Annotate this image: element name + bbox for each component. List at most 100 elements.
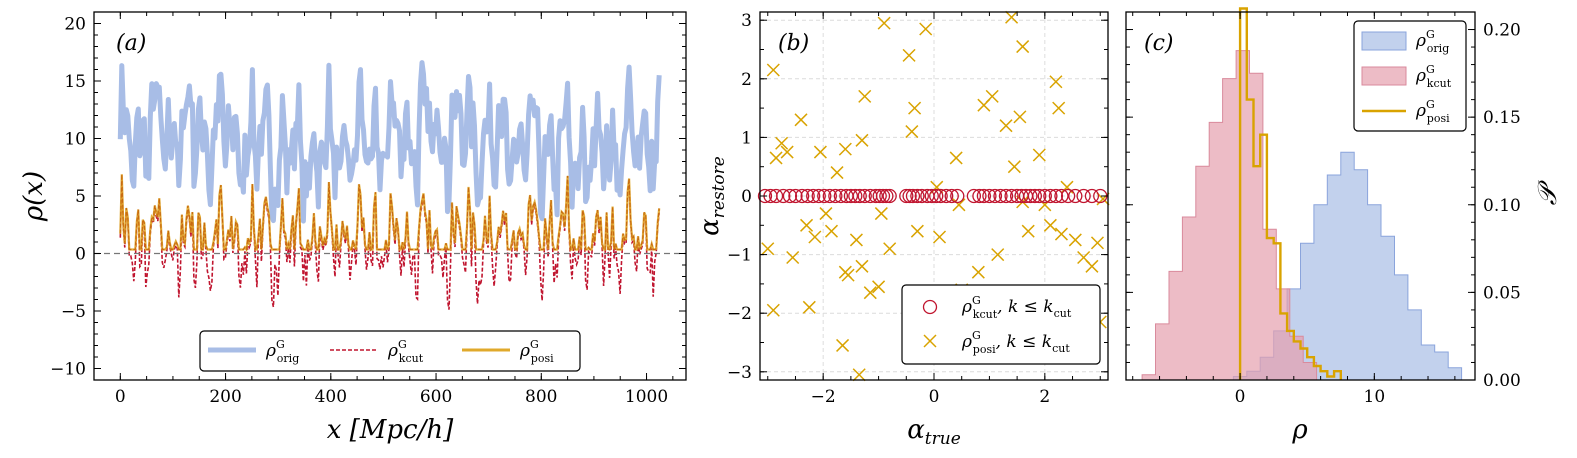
legend-superscript: G <box>276 338 285 351</box>
legend-symbol: ρ <box>1415 31 1426 51</box>
cross-stroke <box>1021 224 1035 238</box>
legend-label: ρG kcut <box>387 338 424 365</box>
legend-superscript: G <box>1426 63 1435 76</box>
scatter-point-kcut <box>782 188 798 204</box>
cross-stroke <box>1054 227 1068 241</box>
scatter-point-kcut <box>868 188 883 204</box>
y-tick-label: −10 <box>50 360 86 380</box>
scatter-point-posi <box>1085 259 1099 273</box>
y-tick-label: 20 <box>64 15 86 35</box>
cross-stroke <box>830 166 844 180</box>
legend-condition-subscript: cut <box>1052 342 1070 355</box>
scatter-point-posi <box>863 286 877 300</box>
legend-superscript: G <box>530 338 539 351</box>
y-tick-label: 0.00 <box>1483 371 1521 391</box>
scatter-point-kcut <box>902 188 917 204</box>
y-tick-label: −1 <box>727 246 752 266</box>
legend-swatch-orig <box>1361 31 1407 51</box>
x-tick-label: 10 <box>1364 387 1386 407</box>
y-axis-subscript: restore <box>709 156 729 218</box>
cross-stroke <box>877 16 891 30</box>
histogram-posi <box>1238 7 1342 380</box>
scatter-point-posi <box>872 280 886 294</box>
scatter-point-kcut <box>879 188 894 204</box>
scatter-point-kcut <box>1048 188 1064 204</box>
panel-label: (b) <box>778 31 809 56</box>
scatter-point-kcut <box>852 188 867 204</box>
scatter-point-posi <box>902 48 916 62</box>
scatter-point-posi <box>1068 233 1082 247</box>
scatter-point-kcut <box>998 188 1014 204</box>
cross-stroke <box>1043 218 1057 232</box>
x-axis-label: ρ <box>1291 415 1308 445</box>
legend-swatch-kcut <box>1361 66 1407 86</box>
scatter-point-posi <box>1005 10 1019 24</box>
cross-stroke <box>849 233 863 247</box>
scatter-point-posi <box>991 248 1005 262</box>
legend-subscript: kcut <box>399 352 424 365</box>
y-axis-symbol: α <box>695 218 725 236</box>
scatter-point-posi <box>849 233 863 247</box>
scatter-point-posi <box>905 125 919 139</box>
scatter-point-posi <box>786 250 800 265</box>
y-tick-label: 10 <box>64 130 86 150</box>
panel-label: (c) <box>1144 31 1174 56</box>
legend-symbol: ρ <box>961 297 972 317</box>
legend-condition: , k ≤ k <box>997 297 1053 317</box>
cross-stroke <box>999 119 1013 133</box>
x-tick-label: 0 <box>115 387 126 407</box>
scatter-point-posi <box>977 98 991 112</box>
x-axis-label: x [Mpc/h] <box>327 415 454 445</box>
scatter-point-kcut <box>828 188 843 204</box>
scatter-point-posi <box>766 303 780 317</box>
cross-stroke <box>923 334 937 348</box>
scatter-point-kcut <box>972 188 987 204</box>
scatter-point-kcut <box>833 188 849 204</box>
legend-subscript: posi <box>531 352 554 365</box>
panel-a: 0 200 400 600 800 1000 −10 −5 0 5 10 15 20 (a) x [Mpc/… <box>19 11 687 445</box>
scatter-point-posi <box>813 145 827 159</box>
scatter-point-kcut <box>794 188 810 204</box>
y-tick-label: 3 <box>741 11 752 31</box>
scatter-point-posi <box>838 265 852 279</box>
scatter-point-posi <box>769 151 783 165</box>
y-tick-label: −2 <box>727 304 752 324</box>
scatter-point-posi <box>830 166 844 180</box>
scatter-point-posi <box>908 101 922 115</box>
scatter-point-posi <box>1021 224 1035 238</box>
y-tick-label: −3 <box>727 363 752 383</box>
panel-label: (a) <box>116 31 146 56</box>
scatter-point-posi <box>775 136 789 150</box>
legend-marker-posi <box>923 334 937 348</box>
cross-stroke <box>852 368 866 382</box>
scatter-point-kcut <box>1037 188 1052 204</box>
cross-stroke <box>813 145 827 159</box>
legend-label: ρG orig <box>1415 28 1449 55</box>
cross-stroke <box>977 98 991 112</box>
scatter-point-posi <box>852 368 866 382</box>
y-tick-label: 5 <box>75 187 86 207</box>
cross-stroke <box>858 89 872 103</box>
x-tick-label: 2 <box>1039 387 1050 407</box>
cross-stroke <box>769 151 783 165</box>
cross-stroke <box>838 265 852 279</box>
y-tick-label: 1 <box>741 128 752 148</box>
scatter-point-kcut <box>822 188 837 204</box>
legend-label: ρG orig <box>265 338 299 365</box>
scatter-point-kcut <box>899 188 914 204</box>
legend-symbol: ρ <box>387 341 398 361</box>
cross-stroke <box>1007 160 1021 174</box>
legend-marker-kcut <box>922 299 938 315</box>
legend-symbol: ρ <box>1415 101 1426 121</box>
scatter-point-kcut <box>987 188 1003 204</box>
legend-subscript: orig <box>277 352 299 365</box>
cross-stroke <box>794 113 808 127</box>
scatter-point-kcut <box>872 188 887 204</box>
y-tick-label: 0.20 <box>1483 21 1521 41</box>
scatter-point-kcut <box>757 188 773 204</box>
cross-stroke <box>800 218 814 232</box>
scatter-point-posi <box>1032 148 1046 162</box>
scatter-point-posi <box>802 300 816 314</box>
